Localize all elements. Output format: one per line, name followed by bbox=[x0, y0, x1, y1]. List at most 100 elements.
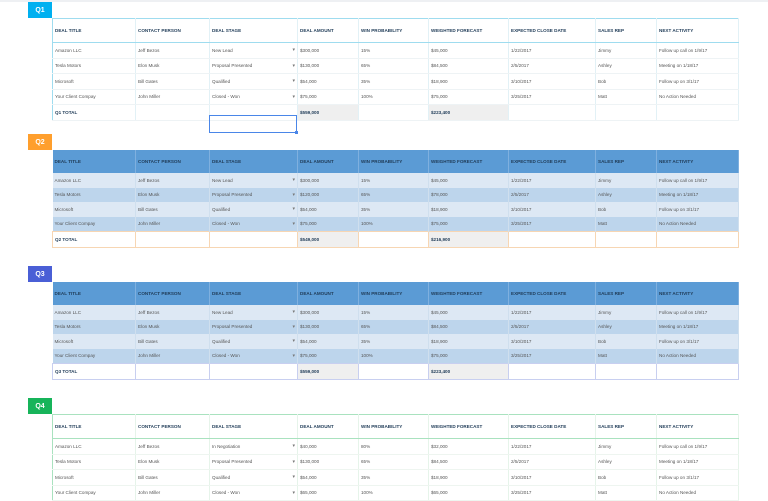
table-cell[interactable]: John Miller bbox=[135, 348, 210, 364]
table-cell[interactable]: Jimmy bbox=[595, 438, 657, 455]
chevron-down-icon[interactable]: ▾ bbox=[292, 93, 295, 100]
column-header[interactable]: WEIGHTED FORECAST bbox=[428, 18, 509, 43]
table-cell[interactable]: $84,500 bbox=[428, 58, 509, 74]
table-cell[interactable]: $18,900 bbox=[428, 469, 509, 486]
table-cell[interactable]: 15% bbox=[358, 42, 429, 59]
table-cell[interactable]: $75,000 bbox=[428, 348, 509, 364]
table-cell[interactable]: Follow up on 3/1/17 bbox=[656, 469, 739, 486]
column-header[interactable]: SALES REP bbox=[595, 282, 657, 305]
total-cell[interactable] bbox=[508, 104, 596, 121]
table-cell[interactable]: $75,000 bbox=[297, 348, 359, 364]
table-cell[interactable]: Microsoft bbox=[52, 334, 136, 349]
column-header[interactable]: CONTACT PERSON bbox=[135, 150, 210, 173]
total-weighted-forecast[interactable]: $216,900 bbox=[428, 231, 509, 248]
table-cell[interactable]: $84,500 bbox=[428, 454, 509, 470]
table-cell[interactable]: Jeff Bezos bbox=[135, 173, 210, 188]
table-cell[interactable]: $300,000 bbox=[297, 173, 359, 188]
total-cell[interactable] bbox=[209, 363, 298, 380]
column-header[interactable]: WIN PROBABILITY bbox=[358, 414, 429, 439]
chevron-down-icon[interactable]: ▾ bbox=[292, 443, 295, 450]
chevron-down-icon[interactable]: ▾ bbox=[292, 323, 295, 330]
total-cell[interactable] bbox=[135, 363, 210, 380]
table-cell[interactable]: 1/22/2017 bbox=[508, 305, 596, 320]
table-cell[interactable]: 3/25/2017 bbox=[508, 89, 596, 105]
chevron-down-icon[interactable]: ▾ bbox=[292, 177, 295, 184]
table-cell[interactable]: $130,000 bbox=[297, 58, 359, 74]
table-cell[interactable]: No Action Needed bbox=[656, 216, 739, 232]
column-header[interactable]: WIN PROBABILITY bbox=[358, 150, 429, 173]
column-header[interactable]: WEIGHTED FORECAST bbox=[428, 150, 509, 173]
total-cell[interactable] bbox=[135, 231, 210, 248]
table-cell[interactable]: Bob bbox=[595, 202, 657, 217]
table-cell[interactable]: $45,000 bbox=[428, 42, 509, 59]
table-cell[interactable]: 3/25/2017 bbox=[508, 216, 596, 232]
deal-stage-dropdown[interactable]: Closed - Won ▾ bbox=[209, 216, 298, 232]
chevron-down-icon[interactable]: ▾ bbox=[292, 309, 295, 316]
table-cell[interactable]: John Miller bbox=[135, 89, 210, 105]
column-header[interactable]: WEIGHTED FORECAST bbox=[428, 282, 509, 305]
table-cell[interactable]: Your Client Compay bbox=[52, 485, 136, 501]
column-header[interactable]: NEXT ACTIVITY bbox=[656, 150, 739, 173]
table-cell[interactable]: Meeting on 1/18/17 bbox=[656, 319, 739, 334]
table-cell[interactable]: Your Client Compay bbox=[52, 216, 136, 232]
table-cell[interactable]: Elon Musk bbox=[135, 319, 210, 334]
table-cell[interactable]: $18,900 bbox=[428, 334, 509, 349]
table-cell[interactable]: Ashley bbox=[595, 187, 657, 202]
total-label[interactable]: Q2 TOTAL bbox=[52, 231, 136, 248]
total-cell[interactable] bbox=[595, 231, 657, 248]
table-cell[interactable]: Microsoft bbox=[52, 202, 136, 217]
table-cell[interactable]: Amazon LLC bbox=[52, 438, 136, 455]
table-cell[interactable]: Follow up call on 1/9/17 bbox=[656, 42, 739, 59]
table-cell[interactable]: $84,500 bbox=[428, 319, 509, 334]
column-header[interactable]: DEAL TITLE bbox=[52, 150, 136, 173]
column-header[interactable]: DEAL STAGE bbox=[209, 282, 298, 305]
table-cell[interactable]: Bill Gates bbox=[135, 469, 210, 486]
table-cell[interactable]: Follow up on 3/1/17 bbox=[656, 202, 739, 217]
total-label[interactable]: Q1 TOTAL bbox=[52, 104, 136, 121]
total-deal-amount[interactable]: $549,000 bbox=[297, 231, 359, 248]
column-header[interactable]: DEAL AMOUNT bbox=[297, 282, 359, 305]
table-cell[interactable]: Jeff Bezos bbox=[135, 305, 210, 320]
table-cell[interactable]: Bill Gates bbox=[135, 73, 210, 90]
column-header[interactable]: DEAL TITLE bbox=[52, 18, 136, 43]
table-cell[interactable]: Elon Musk bbox=[135, 187, 210, 202]
column-header[interactable]: WEIGHTED FORECAST bbox=[428, 414, 509, 439]
deal-stage-dropdown[interactable]: Proposal Presented ▾ bbox=[209, 58, 298, 74]
column-header[interactable]: DEAL TITLE bbox=[52, 282, 136, 305]
column-header[interactable]: WIN PROBABILITY bbox=[358, 18, 429, 43]
chevron-down-icon[interactable]: ▾ bbox=[292, 489, 295, 496]
table-cell[interactable]: 65% bbox=[358, 319, 429, 334]
table-cell[interactable]: $75,000 bbox=[297, 216, 359, 232]
chevron-down-icon[interactable]: ▾ bbox=[292, 78, 295, 85]
table-cell[interactable]: 2/5/2017 bbox=[508, 319, 596, 334]
table-cell[interactable]: Bob bbox=[595, 73, 657, 90]
column-header[interactable]: EXPECTED CLOSE DATE bbox=[508, 150, 596, 173]
deal-stage-dropdown[interactable]: Qualified ▾ bbox=[209, 469, 298, 486]
table-cell[interactable]: 100% bbox=[358, 348, 429, 364]
table-cell[interactable]: No Action Needed bbox=[656, 485, 739, 501]
total-label[interactable]: Q3 TOTAL bbox=[52, 363, 136, 380]
table-cell[interactable]: $54,000 bbox=[297, 73, 359, 90]
table-cell[interactable]: $45,000 bbox=[428, 305, 509, 320]
table-cell[interactable]: 1/22/2017 bbox=[508, 173, 596, 188]
table-cell[interactable]: Microsoft bbox=[52, 73, 136, 90]
deal-stage-dropdown[interactable]: In Negotiation ▾ bbox=[209, 438, 298, 455]
table-cell[interactable]: 3/10/2017 bbox=[508, 202, 596, 217]
table-cell[interactable]: Matt bbox=[595, 485, 657, 501]
table-cell[interactable]: 35% bbox=[358, 469, 429, 486]
column-header[interactable]: NEXT ACTIVITY bbox=[656, 414, 739, 439]
deal-stage-dropdown[interactable]: Closed - Won ▾ bbox=[209, 485, 298, 501]
table-cell[interactable]: Meeting on 1/18/17 bbox=[656, 454, 739, 470]
table-cell[interactable]: $300,000 bbox=[297, 305, 359, 320]
table-cell[interactable]: Follow up on 3/1/17 bbox=[656, 73, 739, 90]
table-cell[interactable]: Matt bbox=[595, 89, 657, 105]
chevron-down-icon[interactable]: ▾ bbox=[292, 62, 295, 69]
total-cell[interactable] bbox=[508, 231, 596, 248]
deal-stage-dropdown[interactable]: Proposal Presented ▾ bbox=[209, 319, 298, 334]
column-header[interactable]: EXPECTED CLOSE DATE bbox=[508, 18, 596, 43]
column-header[interactable]: SALES REP bbox=[595, 150, 657, 173]
table-cell[interactable]: Matt bbox=[595, 348, 657, 364]
table-cell[interactable]: 2/5/2017 bbox=[508, 187, 596, 202]
table-cell[interactable]: Your Client Compay bbox=[52, 89, 136, 105]
table-cell[interactable]: $18,900 bbox=[428, 73, 509, 90]
